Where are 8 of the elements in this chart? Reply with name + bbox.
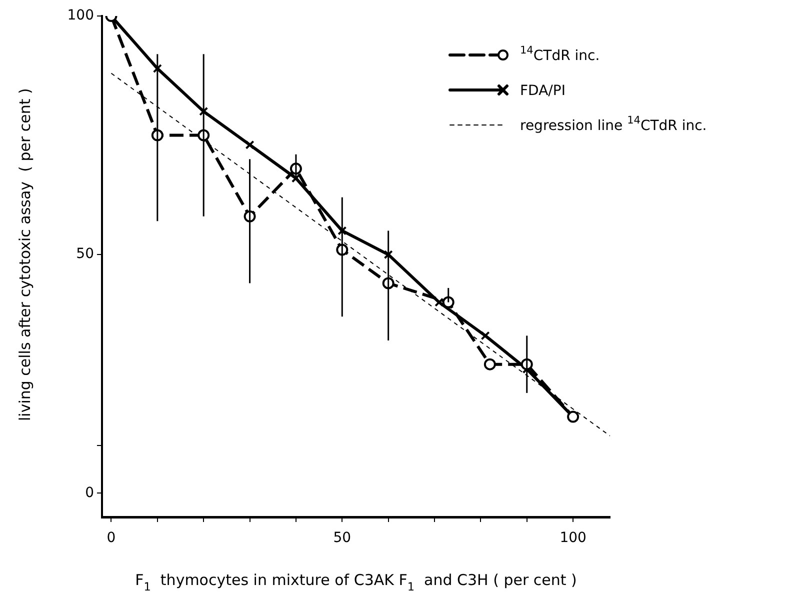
y-tick-label: 50	[76, 246, 94, 262]
legend-label: FDA/PI	[520, 83, 566, 99]
x-tick-label: 50	[333, 530, 352, 546]
y-tick-label: 100	[67, 8, 94, 24]
y-axis-title: living cells after cytotoxic assay ( per cent )	[16, 88, 34, 422]
y-tick-label: 0	[85, 484, 94, 501]
x-tick-label: 100	[560, 530, 586, 546]
x-tick-label: 0	[106, 530, 116, 546]
